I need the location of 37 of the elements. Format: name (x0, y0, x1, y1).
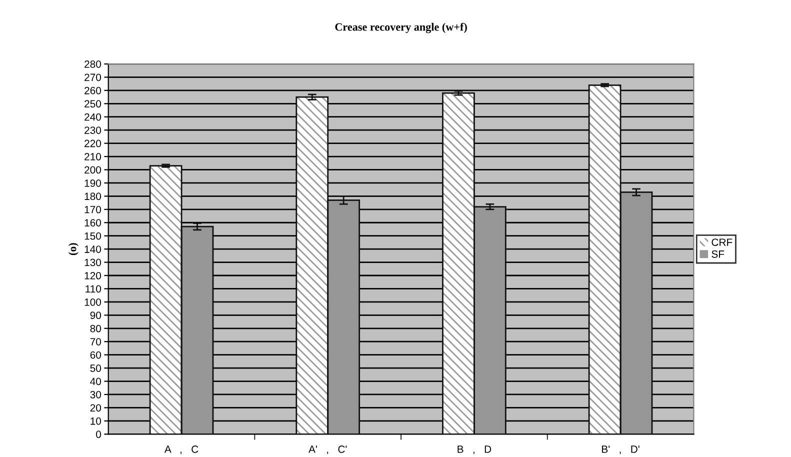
x-tick-label: B , D (458, 446, 492, 454)
y-tick-label: 50 (90, 364, 102, 372)
chart-title: Crease recovery angle (w+f) (335, 22, 467, 34)
y-tick-label: 270 (84, 74, 102, 82)
y-axis-title: (o) (68, 243, 78, 256)
y-tick-label: 20 (90, 404, 102, 412)
y-tick-label: 230 (84, 126, 102, 134)
y-tick-label: 130 (84, 258, 102, 266)
y-tick-label: 190 (84, 179, 102, 187)
y-tick-label: 0 (96, 430, 102, 438)
y-tick-label: 220 (84, 140, 102, 148)
y-tick-label: 210 (84, 153, 102, 160)
y-tick-label: 240 (84, 113, 102, 121)
y-tick-label: 30 (90, 390, 102, 398)
y-tick-label: 280 (84, 60, 102, 68)
x-tick-label: A' , C' (308, 446, 347, 454)
y-tick-label: 150 (84, 232, 102, 240)
y-tick-label: 60 (90, 351, 102, 359)
y-tick-label: 100 (84, 298, 102, 306)
y-tick-label: 160 (84, 219, 102, 226)
y-tick-label: 260 (84, 86, 102, 94)
y-tick-label: 180 (84, 192, 102, 200)
legend-label: SF (712, 250, 724, 258)
x-tick-label: A , C (164, 446, 198, 454)
y-tick-label: 80 (90, 324, 102, 332)
y-tick-label: 110 (86, 285, 102, 293)
y-tick-label: 250 (84, 100, 102, 108)
y-tick-label: 170 (84, 206, 102, 214)
y-tick-label: 140 (84, 246, 102, 253)
y-tick-label: 200 (84, 166, 102, 174)
y-tick-label: 70 (90, 338, 102, 346)
y-tick-label: 40 (90, 378, 102, 386)
y-tick-label: 10 (90, 417, 102, 425)
y-tick-label: 90 (90, 312, 102, 320)
x-tick-label: B' , D' (602, 446, 640, 454)
legend-label: CRF (712, 238, 732, 246)
y-tick-label: 120 (84, 272, 102, 280)
